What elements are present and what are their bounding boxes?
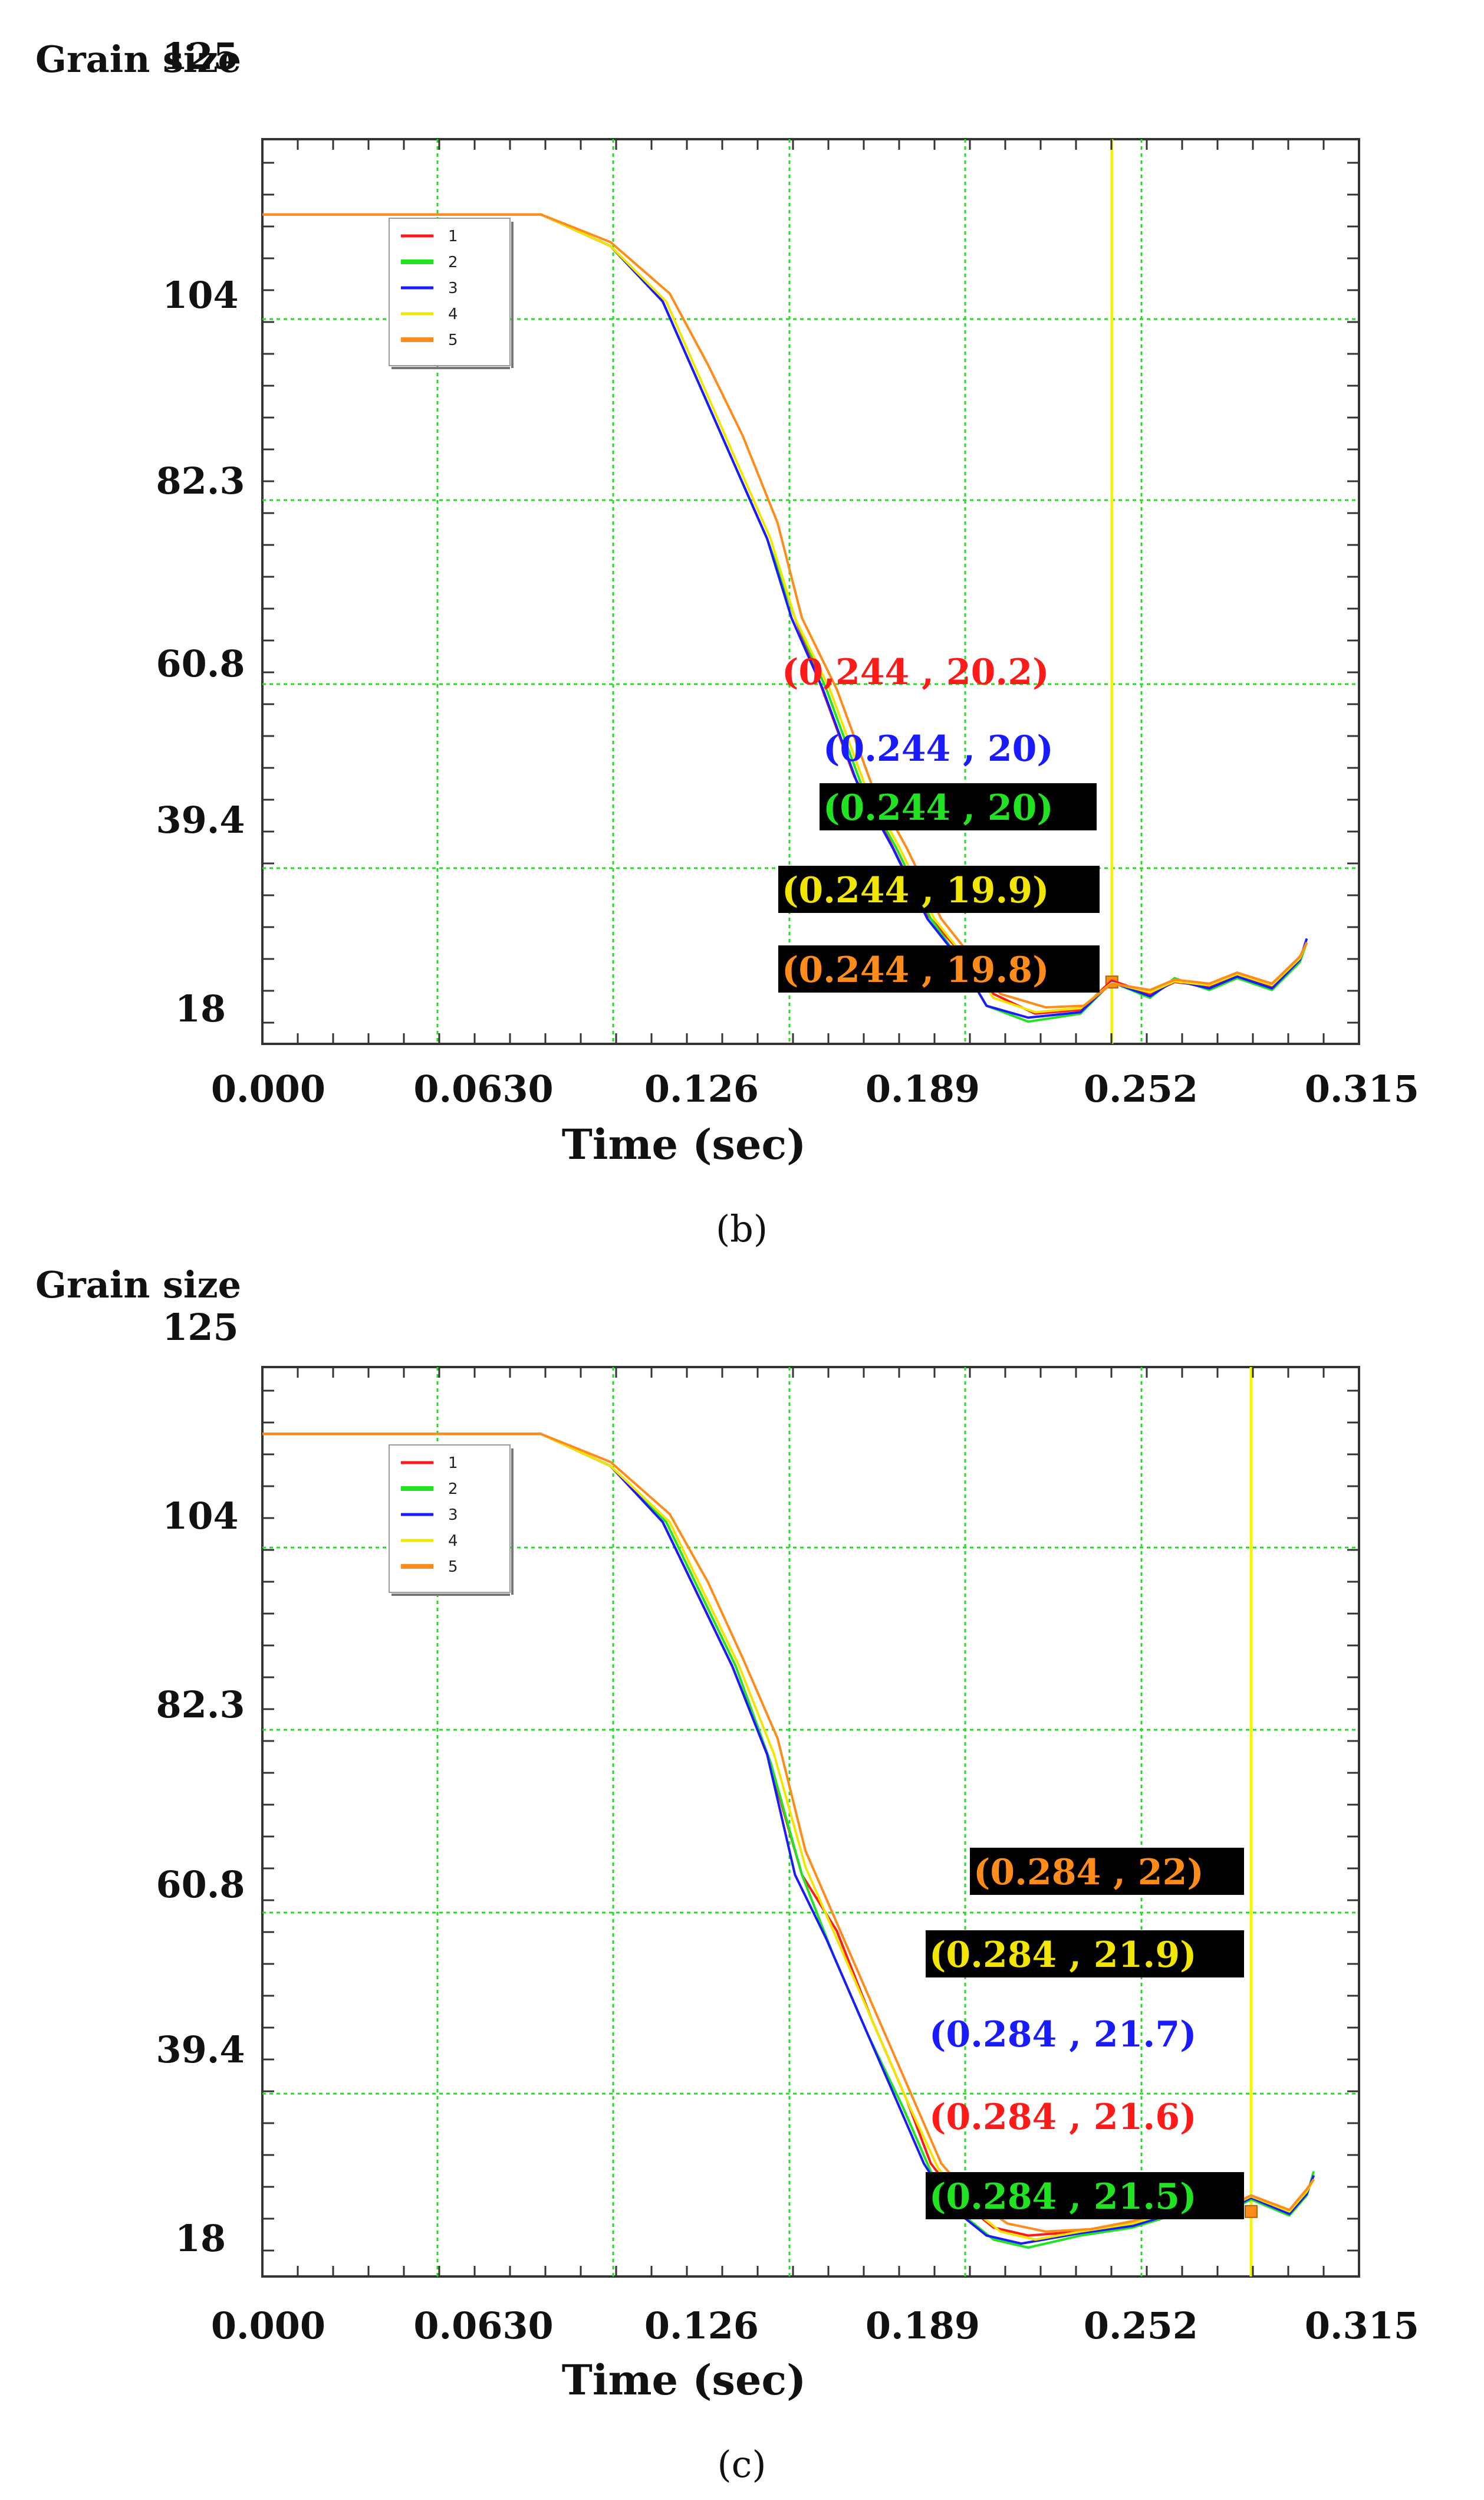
annotation-label: (0.284 , 21.5) bbox=[929, 2176, 1196, 2218]
y-tick-label: 18 bbox=[175, 2217, 226, 2260]
annotation-bg bbox=[778, 945, 1100, 993]
x-tick-label: 0.126 bbox=[644, 1067, 759, 1111]
annotation-label: (0.284 , 21.9) bbox=[929, 1934, 1196, 1976]
y-tick-label: 104 bbox=[162, 274, 238, 317]
y-tick-label: 125 bbox=[162, 1306, 238, 1349]
legend-label: 3 bbox=[448, 1506, 458, 1524]
annotation-bg bbox=[970, 1848, 1244, 1895]
y-tick-label: 104 bbox=[162, 1494, 238, 1538]
y-tick-label: 60.8 bbox=[156, 642, 245, 685]
legend-label: 5 bbox=[448, 331, 458, 349]
x-axis-title: Time (sec) bbox=[562, 1120, 806, 1169]
chart-panel-b: Grain size 1 2 3 4 5 (0,244 , 20.2) (0.244 , … bbox=[35, 35, 1419, 1250]
legend-label: 1 bbox=[448, 228, 458, 245]
x-tick-label: 0.000 bbox=[211, 2304, 325, 2347]
legend-label: 3 bbox=[448, 280, 458, 297]
y-tick-label: 18 bbox=[175, 987, 226, 1030]
chart-panel-c: Grain size 1 2 3 4 5 (0.284 , 22) (0.284 , 21… bbox=[35, 1263, 1419, 2486]
x-tick-label: 0.252 bbox=[1084, 1067, 1198, 1111]
legend-label: 4 bbox=[448, 1532, 458, 1550]
y-tick-label: 125 bbox=[162, 35, 238, 78]
y-tick-label: 39.4 bbox=[156, 2028, 245, 2071]
x-tick-label: 0.252 bbox=[1084, 2304, 1198, 2347]
x-axis-title: Time (sec) bbox=[562, 2356, 806, 2404]
y-tick-label: 82.3 bbox=[156, 1683, 245, 1726]
series-line-4 bbox=[262, 213, 1308, 1014]
annotation-label: (0,244 , 20.2) bbox=[782, 652, 1049, 693]
annotation-label: (0.244 , 20) bbox=[823, 728, 1054, 770]
y-tick-label: 60.8 bbox=[156, 1863, 245, 1906]
annotation-label: (0.284 , 21.6) bbox=[929, 2097, 1196, 2138]
x-tick-label: 0.189 bbox=[866, 2304, 980, 2347]
legend-label: 2 bbox=[448, 254, 458, 271]
annotation-label: (0.244 , 19.9) bbox=[782, 870, 1049, 911]
x-tick-label: 0.000 bbox=[211, 1067, 325, 1111]
legend-label: 5 bbox=[448, 1558, 458, 1576]
cursor-marker bbox=[1244, 2205, 1258, 2218]
x-tick-label: 0.315 bbox=[1305, 2304, 1419, 2347]
annotation-label: (0.284 , 22) bbox=[973, 1852, 1204, 1893]
x-tick-label: 0.189 bbox=[866, 1067, 980, 1111]
x-tick-label: 0.0630 bbox=[413, 2304, 553, 2347]
x-tick-label: 0.126 bbox=[644, 2304, 759, 2347]
y-axis-title: Grain size bbox=[35, 38, 241, 81]
series-line-3 bbox=[262, 213, 1308, 1019]
annotation-label: (0.244 , 20) bbox=[823, 787, 1054, 829]
x-tick-label: 0.315 bbox=[1305, 1067, 1419, 1111]
panel-label: (b) bbox=[716, 1207, 768, 1250]
annotation-label: (0.244 , 19.8) bbox=[782, 950, 1049, 991]
series-line-5 bbox=[262, 213, 1308, 1009]
annotation-bg bbox=[820, 783, 1097, 830]
x-tick-label: 0.0630 bbox=[413, 1067, 553, 1111]
annotation-bg bbox=[778, 866, 1100, 913]
legend-label: 4 bbox=[448, 305, 458, 323]
annotation-label: (0.284 , 21.7) bbox=[929, 2014, 1196, 2055]
panel-label: (c) bbox=[717, 2443, 766, 2486]
y-axis-title: Grain size bbox=[35, 1263, 241, 1306]
legend-label: 2 bbox=[448, 1480, 458, 1498]
annotation-bg bbox=[926, 2172, 1244, 2219]
y-tick-label: 82.3 bbox=[156, 459, 245, 502]
annotation-bg bbox=[926, 1930, 1244, 1977]
legend-label: 1 bbox=[448, 1454, 458, 1472]
y-tick-label: 39.4 bbox=[156, 799, 245, 842]
